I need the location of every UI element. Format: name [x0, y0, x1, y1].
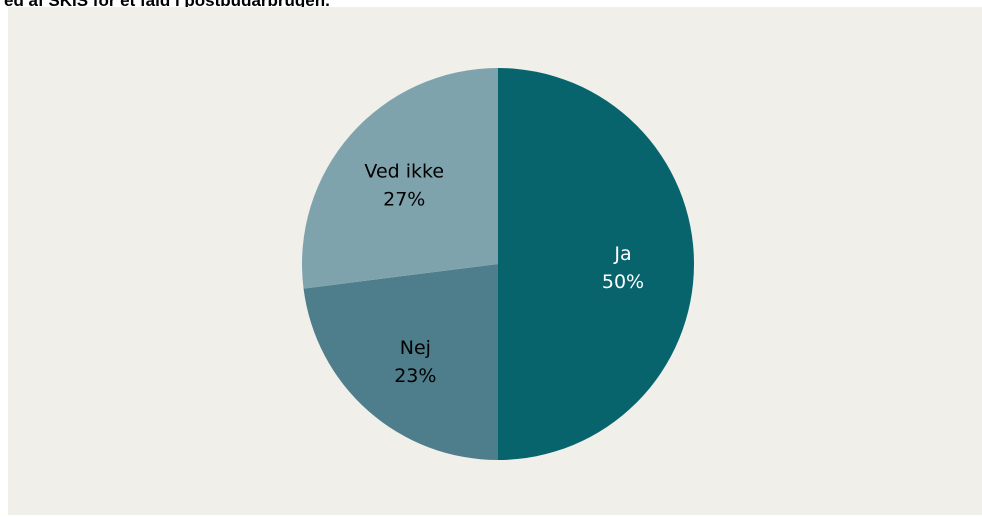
chart-title: ed af SKIS for et fald i postbudarbrugen… [4, 0, 330, 10]
pie-slices [302, 68, 694, 460]
pie-slice-ved-ikke [302, 68, 498, 289]
pie-slice-ja [498, 68, 694, 460]
slice-value-nej: 23% [394, 365, 436, 387]
slice-value-ja: 50% [602, 271, 644, 293]
slice-label-ja: Ja [613, 243, 631, 265]
chart-area: Ja 50% Nej 23% Ved ikke 27% [8, 7, 982, 515]
pie-labels: Ja 50% Nej 23% Ved ikke 27% [364, 160, 644, 386]
slice-label-nej: Nej [400, 337, 431, 359]
slice-value-ved-ikke: 27% [383, 188, 425, 210]
pie-slice-nej [303, 264, 498, 460]
pie-chart: Ja 50% Nej 23% Ved ikke 27% [302, 68, 694, 460]
slice-label-ved-ikke: Ved ikke [364, 160, 444, 182]
